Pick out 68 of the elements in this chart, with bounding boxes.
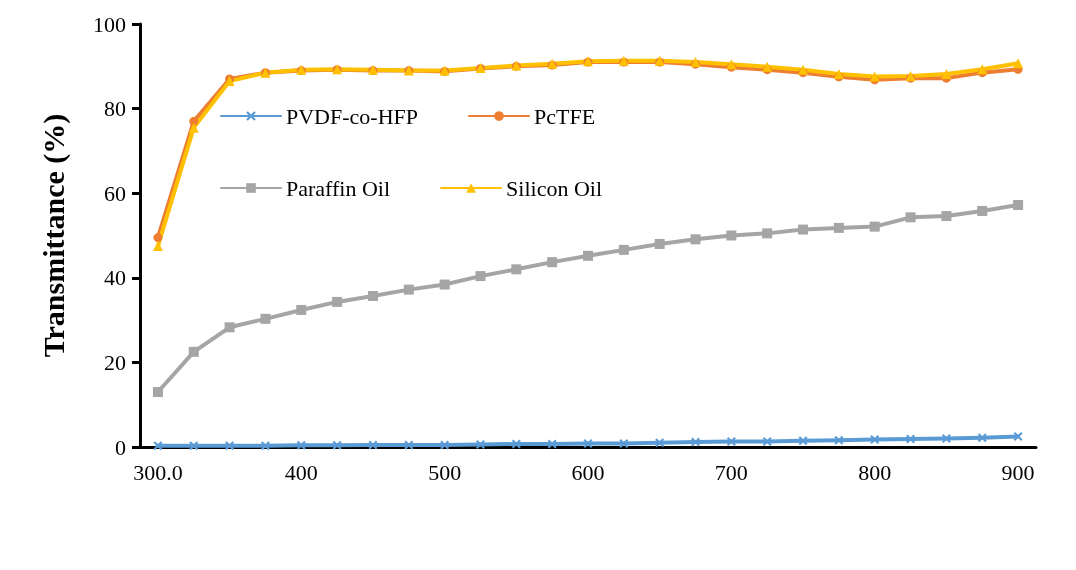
y-tick-label: 0 xyxy=(115,434,126,460)
point xyxy=(870,434,880,444)
point xyxy=(1013,431,1023,441)
point xyxy=(798,64,809,75)
point xyxy=(869,221,880,232)
point xyxy=(152,387,163,398)
x-tick-label: 700 xyxy=(714,459,748,485)
point xyxy=(189,116,199,126)
point xyxy=(977,64,988,75)
point xyxy=(941,434,951,444)
point xyxy=(655,438,665,448)
point xyxy=(1013,58,1024,69)
point xyxy=(511,264,522,275)
point xyxy=(798,224,809,235)
point xyxy=(618,244,629,255)
x-tick-label: 900 xyxy=(1001,459,1035,485)
x-tick-label: 500 xyxy=(428,459,462,485)
point xyxy=(225,441,235,451)
point xyxy=(224,322,235,333)
legend-label: PVDF-co-HFP xyxy=(286,103,419,129)
point xyxy=(547,257,558,268)
x-tick-label: 400 xyxy=(284,459,318,485)
y-tick-label: 60 xyxy=(104,180,126,206)
legend-label: PcTFE xyxy=(534,103,596,129)
point xyxy=(188,122,199,133)
y-tick-label: 20 xyxy=(104,349,126,375)
point xyxy=(439,279,450,290)
x-tick-label: 300.0 xyxy=(133,459,183,485)
x-tick-label: 800 xyxy=(858,459,892,485)
y-tick-label: 100 xyxy=(93,11,126,37)
y-axis-title: Transmittance (%) xyxy=(36,113,71,358)
y-tick-label: 40 xyxy=(104,265,126,291)
point xyxy=(583,250,593,261)
point xyxy=(152,241,163,252)
point xyxy=(189,441,199,451)
point xyxy=(260,313,271,324)
point xyxy=(941,211,952,222)
point xyxy=(654,238,665,249)
point xyxy=(296,440,306,450)
point xyxy=(403,284,414,295)
point xyxy=(1013,200,1024,211)
point xyxy=(762,228,773,239)
y-tick-label: 80 xyxy=(104,96,126,122)
point xyxy=(762,61,773,72)
point xyxy=(905,212,916,223)
point xyxy=(977,433,987,443)
point xyxy=(726,230,737,241)
point xyxy=(619,439,629,449)
point xyxy=(296,304,307,315)
point xyxy=(833,68,844,79)
point xyxy=(762,437,772,446)
point xyxy=(941,68,952,79)
point xyxy=(833,222,844,233)
point xyxy=(977,205,988,216)
point xyxy=(367,290,378,301)
legend-label: Paraffin Oil xyxy=(286,175,391,201)
point xyxy=(188,346,199,357)
legend-label: Silicon Oil xyxy=(506,175,603,201)
point xyxy=(260,441,270,451)
x-tick-label: 600 xyxy=(571,459,605,485)
point xyxy=(690,234,701,245)
point xyxy=(869,71,880,82)
point xyxy=(332,296,343,307)
point xyxy=(475,439,485,449)
point xyxy=(475,271,486,282)
point xyxy=(691,437,701,447)
point xyxy=(726,437,736,446)
point xyxy=(153,233,163,243)
